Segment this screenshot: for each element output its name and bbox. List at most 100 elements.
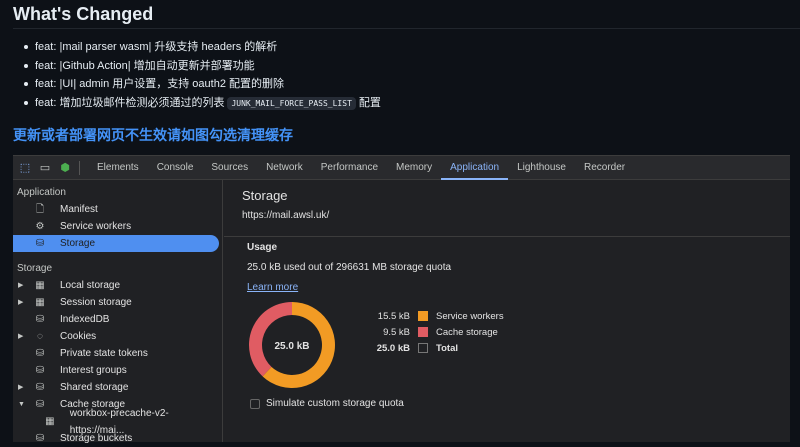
expand-arrow-icon[interactable]: ▶	[18, 333, 24, 340]
sidebar-item-interest-groups[interactable]: ⛁ Interest groups	[13, 362, 222, 379]
usage-title: Usage	[247, 242, 278, 253]
legend-label: Total	[436, 342, 458, 354]
list-item: feat: |UI| admin 用户设置，支持 oauth2 配置的删除	[24, 75, 381, 94]
devtools-panel: ⬚ ▭ ⬢ Elements Console Sources Network Perfo…	[13, 155, 790, 444]
sidebar: Application 🗋 Manifest ⚙ Service workers ⛁ St…	[13, 180, 223, 444]
cookie-icon: ◌	[37, 331, 43, 342]
expand-arrow-icon[interactable]: ▶	[18, 282, 24, 289]
legend-value: 15.5 kB	[377, 310, 410, 322]
tab-network[interactable]: Network	[266, 161, 303, 173]
donut-slice-service-workers	[262, 302, 335, 388]
database-icon: ⛁	[35, 314, 45, 325]
table-icon: ▦	[35, 280, 45, 291]
item-text-after: 配置	[358, 96, 381, 109]
usage-legend: 15.5 kB Service workers 9.5 kB Cache storag…	[354, 308, 504, 356]
application-items: 🗋 Manifest ⚙ Service workers ⛁ Storage	[13, 201, 222, 252]
tab-performance[interactable]: Performance	[320, 161, 379, 173]
legend-row: 25.0 kB Total	[354, 340, 504, 356]
toolbar-separator	[79, 160, 80, 175]
tab-sources[interactable]: Sources	[211, 161, 249, 173]
sidebar-item-label: Cookies	[60, 331, 97, 342]
learn-more-link[interactable]: Learn more	[247, 282, 299, 293]
notice-heading: 更新或者部署网页不生效请如图勾选清理缓存	[13, 127, 293, 143]
usage-donut-chart: 25.0 kB	[249, 302, 335, 388]
page-heading: What's Changed	[13, 4, 154, 24]
database-icon: ⛁	[35, 238, 45, 249]
table-icon: ▦	[35, 297, 45, 308]
database-icon: ⛁	[35, 365, 45, 376]
list-item: feat: |Github Action| 增加自动更新并部署功能	[24, 57, 381, 76]
sidebar-item-label: Local storage	[60, 280, 121, 291]
sidebar-item-label: IndexedDB	[60, 314, 110, 325]
legend-row: 15.5 kB Service workers	[354, 308, 504, 324]
tab-console[interactable]: Console	[156, 161, 194, 173]
file-icon: 🗋	[35, 204, 45, 215]
inline-code: JUNK_MAIL_FORCE_PASS_LIST	[227, 96, 356, 110]
expand-arrow-icon[interactable]: ▶	[18, 384, 24, 391]
device-toolbar-icon[interactable]: ▭	[39, 162, 51, 174]
list-item: feat: |mail parser wasm| 升级支持 headers 的解…	[24, 38, 381, 57]
sidebar-item-label: Session storage	[60, 297, 132, 308]
legend-value: 25.0 kB	[376, 342, 410, 354]
sidebar-item-label: Shared storage	[60, 382, 129, 393]
divider	[224, 236, 790, 237]
sidebar-item-cache-storage[interactable]: ▼ ⛁ Cache storage	[13, 396, 222, 413]
tab-application[interactable]: Application	[441, 156, 509, 180]
sidebar-item-storage[interactable]: ⛁ Storage	[13, 235, 219, 252]
legend-row: 9.5 kB Cache storage	[354, 324, 504, 340]
simulate-quota-checkbox[interactable]	[250, 398, 260, 409]
list-item: feat: 增加垃圾邮件检测必须通过的列表 JUNK_MAIL_FORCE_PAS…	[24, 94, 381, 113]
sidebar-item-label: Manifest	[60, 204, 98, 215]
sidebar-item-label: Interest groups	[60, 365, 127, 376]
gears-icon: ⚙	[35, 221, 45, 232]
sidebar-item-local-storage[interactable]: ▶ ▦ Local storage	[13, 277, 222, 294]
legend-value: 9.5 kB	[383, 326, 410, 338]
database-icon: ⛁	[35, 348, 45, 359]
legend-label: Service workers	[436, 310, 504, 322]
expand-arrow-icon[interactable]: ▼	[18, 401, 25, 408]
storage-items: ▶ ▦ Local storage ▶ ▦ Session storage ⛁ Indexed…	[13, 277, 222, 447]
sidebar-item-session-storage[interactable]: ▶ ▦ Session storage	[13, 294, 222, 311]
storage-panel: Storage https://mail.awsl.uk/ Usage 25.0…	[224, 180, 790, 442]
devtools-toolbar: ⬚ ▭ ⬢ Elements Console Sources Network Perfo…	[13, 156, 790, 180]
database-icon: ⛁	[35, 399, 45, 410]
sidebar-item-label: Storage buckets	[60, 433, 133, 444]
extension-icon[interactable]: ⬢	[60, 162, 70, 174]
sidebar-item-label: Private state tokens	[60, 348, 148, 359]
inspect-element-icon[interactable]: ⬚	[19, 162, 31, 174]
sidebar-item-private-state-tokens[interactable]: ⛁ Private state tokens	[13, 345, 222, 362]
sidebar-item-manifest[interactable]: 🗋 Manifest	[13, 201, 222, 218]
section-application: Application	[17, 187, 66, 198]
legend-swatch	[418, 327, 428, 337]
section-storage: Storage	[17, 263, 53, 274]
tab-recorder[interactable]: Recorder	[584, 161, 626, 173]
divider	[13, 28, 800, 29]
sidebar-item-cookies[interactable]: ▶ ◌ Cookies	[13, 328, 222, 345]
item-text: feat: 增加垃圾邮件检测必须通过的列表	[35, 96, 225, 109]
database-icon: ⛁	[35, 382, 45, 393]
table-icon: ▦	[45, 416, 55, 427]
sidebar-item-shared-storage[interactable]: ▶ ⛁ Shared storage	[13, 379, 222, 396]
donut-slice-cache-storage	[249, 302, 292, 377]
tab-memory[interactable]: Memory	[396, 161, 433, 173]
panel-title: Storage	[242, 188, 288, 203]
legend-swatch	[418, 311, 428, 321]
database-icon: ⛁	[35, 433, 45, 444]
sidebar-item-label: Service workers	[60, 221, 132, 232]
sidebar-item-label: Storage	[60, 238, 96, 249]
quota-text: 25.0 kB used out of 296631 MB storage qu…	[247, 262, 452, 273]
tab-lighthouse[interactable]: Lighthouse	[517, 161, 566, 173]
legend-label: Cache storage	[436, 326, 498, 338]
sidebar-item-indexeddb[interactable]: ⛁ IndexedDB	[13, 311, 222, 328]
simulate-quota-option[interactable]: Simulate custom storage quota	[250, 398, 404, 409]
sidebar-item-workbox-precache-v2-https-mai[interactable]: ▦ workbox-precache-v2-https://mai...	[13, 408, 222, 436]
simulate-quota-label: Simulate custom storage quota	[266, 398, 404, 409]
tab-elements[interactable]: Elements	[97, 161, 139, 173]
sidebar-item-service-workers[interactable]: ⚙ Service workers	[13, 218, 222, 235]
expand-arrow-icon[interactable]: ▶	[18, 299, 24, 306]
sidebar-item-storage-buckets[interactable]: ⛁ Storage buckets	[13, 430, 222, 447]
sidebar-item-label: workbox-precache-v2-https://mai...	[69, 407, 169, 436]
origin-url: https://mail.awsl.uk/	[242, 210, 330, 221]
donut-center-label: 25.0 kB	[274, 341, 309, 352]
tab-strip: Elements Console Sources Network Performance…	[88, 156, 634, 180]
